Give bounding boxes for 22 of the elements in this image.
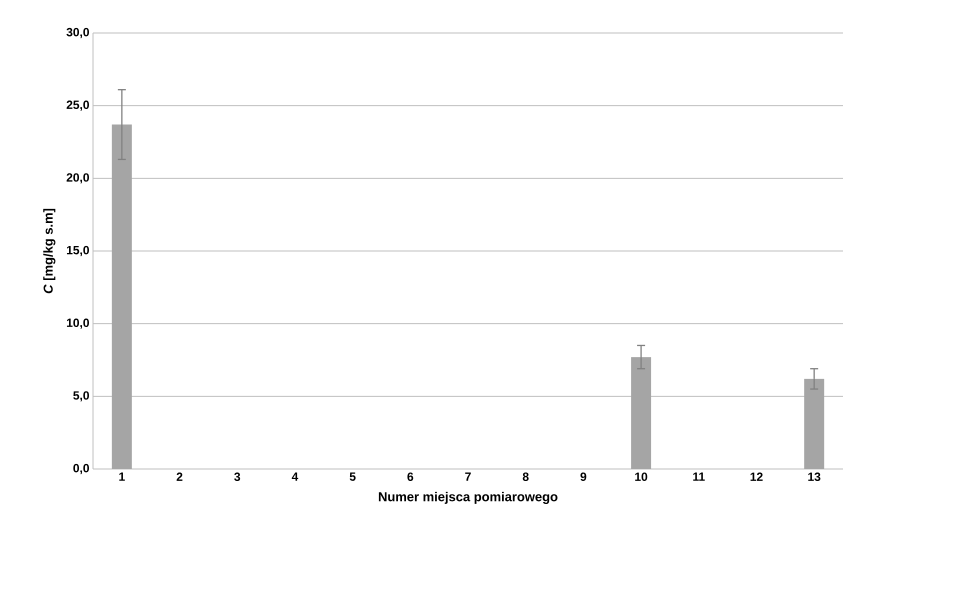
y-axis-title: C [mg/kg s.m]: [43, 208, 56, 294]
y-tick-label: 0,0: [73, 464, 89, 474]
y-tick-label: 30,0: [66, 28, 89, 38]
x-tick-label: 6: [407, 472, 414, 481]
y-tick-label: 20,0: [66, 173, 89, 184]
x-axis-title: Numer miejsca pomiarowego: [378, 492, 558, 504]
x-tick-label: 2: [176, 472, 182, 481]
x-tick-label: 5: [350, 472, 356, 481]
x-tick-label: 1: [119, 472, 125, 481]
x-tick-label: 8: [522, 472, 529, 481]
x-tick-label: 7: [465, 472, 471, 481]
x-tick-label: 9: [580, 472, 586, 481]
x-tick-label: 10: [635, 472, 648, 481]
x-tick-label: 3: [234, 472, 240, 481]
x-tick-label: 11: [693, 472, 705, 481]
y-tick-label: 25,0: [66, 100, 89, 111]
y-tick-label: 5,0: [73, 391, 89, 402]
y-tick-label: 10,0: [66, 318, 89, 329]
y-tick-label: 15,0: [66, 246, 89, 256]
x-tick-label: 4: [292, 472, 298, 481]
x-tick-label: 13: [808, 472, 820, 481]
x-tick-label: 12: [750, 472, 763, 481]
